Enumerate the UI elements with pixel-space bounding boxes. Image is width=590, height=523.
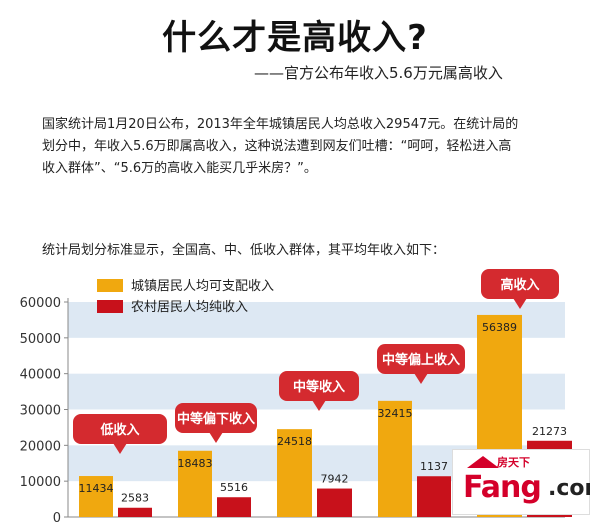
urban-value-label: 56389 — [482, 321, 517, 334]
callout-pointer — [312, 400, 326, 411]
intro-line: 划分中，年收入5.6万即属高收入，这种说法遭到网友们吐槽：“呵呵，轻松进入高 — [42, 139, 512, 154]
urban-value-label: 18483 — [178, 457, 213, 470]
rural-bar — [118, 507, 152, 517]
rural-value-label: 1137 — [420, 460, 448, 473]
rural-value-label: 21273 — [532, 425, 567, 438]
watermark-cn: 房天下 — [497, 456, 530, 469]
category-label: 低收入 — [99, 422, 139, 438]
rural-bar — [217, 497, 251, 517]
y-tick-label: 10000 — [20, 475, 61, 490]
page-subtitle: ——官方公布年收入5.6万元属高收入 — [254, 64, 503, 82]
category-label: 中等偏上收入 — [382, 352, 460, 368]
chart-lead-text: 统计局划分标准显示，全国高、中、低收入群体，其平均年收入如下： — [42, 243, 446, 258]
callout-pointer — [209, 432, 223, 443]
category-label: 中等收入 — [293, 379, 345, 395]
y-tick-label: 30000 — [20, 404, 61, 419]
category-callout — [175, 403, 257, 433]
y-tick-label: 0 — [53, 511, 61, 523]
watermark-logo: Fang — [463, 470, 542, 505]
y-tick-label: 50000 — [20, 332, 61, 347]
legend-label: 农村居民人均纯收入 — [131, 300, 248, 315]
rural-value-label: 7942 — [321, 473, 349, 486]
callout-pointer — [513, 298, 527, 309]
category-callout — [279, 371, 359, 401]
category-callout — [73, 414, 167, 444]
urban-value-label: 24518 — [277, 435, 312, 448]
category-label: 高收入 — [500, 277, 539, 293]
category-label: 中等偏下收入 — [177, 411, 255, 427]
urban-value-label: 32415 — [378, 407, 413, 420]
watermark-domain: .com — [548, 476, 590, 501]
fang-watermark: 房天下 Fang .com — [452, 449, 590, 515]
category-callout — [377, 344, 465, 374]
legend-label: 城镇居民人均可支配收入 — [131, 279, 274, 294]
intro-line: 收入群体”、“5.6万的高收入能买几乎米房？”。 — [42, 161, 317, 176]
intro-paragraph: 国家统计局1月20日公布，2013年全年城镇居民人均总收入29547元。在统计局… — [42, 114, 562, 180]
legend-swatch — [97, 279, 123, 292]
rural-bar — [317, 488, 352, 517]
rural-value-label: 2583 — [121, 492, 149, 505]
callout-pointer — [113, 443, 127, 454]
callout-pointer — [414, 373, 428, 384]
y-tick-label: 40000 — [20, 368, 61, 383]
urban-value-label: 11434 — [79, 482, 114, 495]
rural-bar — [417, 476, 451, 517]
urban-bar — [178, 450, 212, 517]
urban-bar — [79, 476, 113, 517]
category-callout — [481, 269, 559, 299]
legend-swatch — [97, 300, 123, 313]
intro-line: 国家统计局1月20日公布，2013年全年城镇居民人均总收入29547元。在统计局… — [42, 117, 519, 132]
roof-icon — [467, 456, 499, 468]
rural-value-label: 5516 — [220, 481, 248, 494]
y-tick-label: 60000 — [20, 296, 61, 311]
page-title: 什么才是高收入? — [162, 18, 428, 58]
urban-bar — [378, 400, 412, 517]
urban-bar — [277, 429, 312, 517]
y-tick-label: 20000 — [20, 439, 61, 454]
